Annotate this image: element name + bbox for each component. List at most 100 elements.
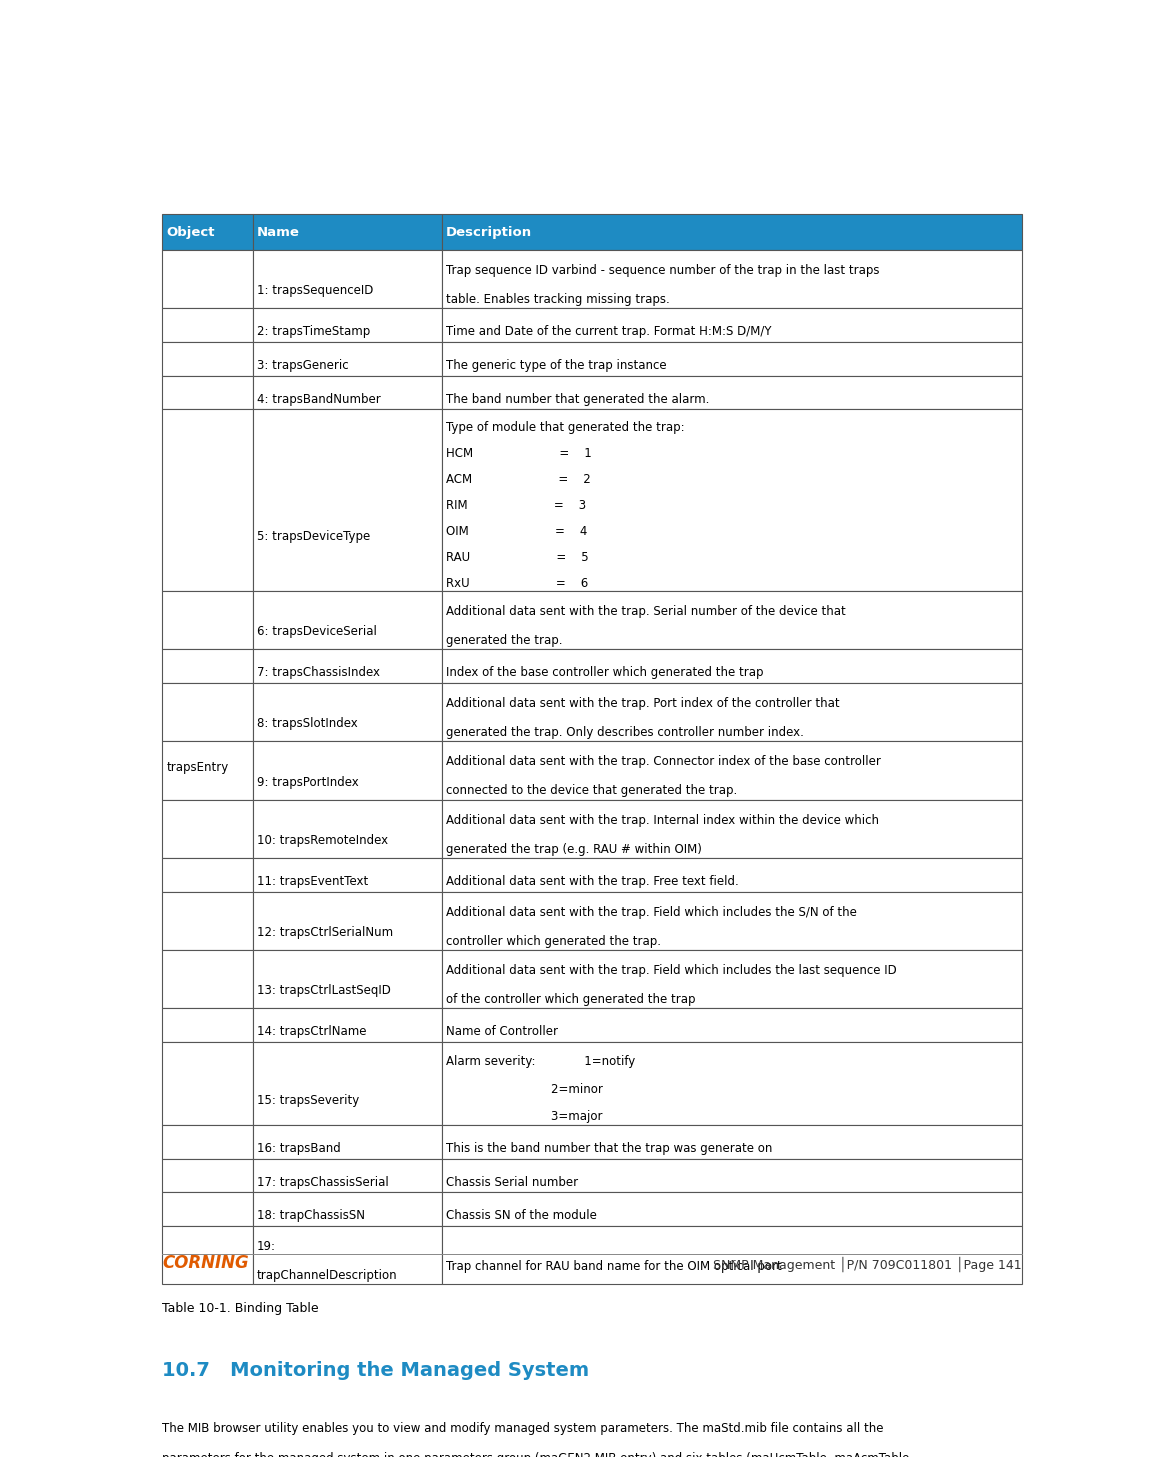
FancyBboxPatch shape [253, 251, 441, 309]
FancyBboxPatch shape [162, 251, 253, 309]
Text: Name: Name [256, 226, 300, 239]
FancyBboxPatch shape [441, 892, 1021, 950]
FancyBboxPatch shape [162, 214, 253, 251]
Text: Additional data sent with the trap. Internal index within the device which: Additional data sent with the trap. Inte… [446, 813, 879, 826]
FancyBboxPatch shape [162, 592, 253, 650]
Text: Additional data sent with the trap. Port index of the controller that: Additional data sent with the trap. Port… [446, 696, 840, 710]
FancyBboxPatch shape [162, 742, 253, 800]
Text: Time and Date of the current trap. Format H:M:S D/M/Y: Time and Date of the current trap. Forma… [446, 325, 772, 338]
FancyBboxPatch shape [162, 683, 253, 742]
Text: Index of the base controller which generated the trap: Index of the base controller which gener… [446, 666, 763, 679]
Text: HCM                       =    1: HCM = 1 [446, 447, 591, 460]
Text: 15: trapsSeverity: 15: trapsSeverity [256, 1094, 359, 1107]
FancyBboxPatch shape [253, 650, 441, 683]
Text: 9: trapsPortIndex: 9: trapsPortIndex [256, 775, 359, 788]
Text: Chassis Serial number: Chassis Serial number [446, 1176, 579, 1189]
Text: Additional data sent with the trap. Serial number of the device that: Additional data sent with the trap. Seri… [446, 605, 845, 618]
FancyBboxPatch shape [441, 1042, 1021, 1125]
Text: RAU                       =    5: RAU = 5 [446, 551, 589, 564]
Text: 10: trapsRemoteIndex: 10: trapsRemoteIndex [256, 833, 388, 847]
FancyBboxPatch shape [162, 800, 253, 858]
FancyBboxPatch shape [162, 1008, 253, 1042]
Text: 19:: 19: [256, 1240, 276, 1253]
FancyBboxPatch shape [441, 309, 1021, 342]
Text: Alarm severity:             1=notify: Alarm severity: 1=notify [446, 1055, 635, 1068]
FancyBboxPatch shape [253, 683, 441, 742]
FancyBboxPatch shape [162, 1125, 253, 1158]
Text: Type of module that generated the trap:: Type of module that generated the trap: [446, 421, 685, 434]
Text: CORNING: CORNING [162, 1254, 249, 1272]
FancyBboxPatch shape [253, 1008, 441, 1042]
Text: 2=minor: 2=minor [446, 1083, 603, 1096]
FancyBboxPatch shape [441, 1125, 1021, 1158]
FancyBboxPatch shape [441, 251, 1021, 309]
Text: trapChannelDescription: trapChannelDescription [256, 1269, 397, 1282]
Text: 2: trapsTimeStamp: 2: trapsTimeStamp [256, 325, 371, 338]
FancyBboxPatch shape [253, 409, 441, 592]
Text: RIM                       =    3: RIM = 3 [446, 498, 586, 511]
Text: parameters for the managed system in one parameters group (maGEN2 MIB entry) and: parameters for the managed system in one… [162, 1451, 914, 1457]
Text: 3: trapsGeneric: 3: trapsGeneric [256, 358, 349, 372]
FancyBboxPatch shape [253, 592, 441, 650]
Text: controller which generated the trap.: controller which generated the trap. [446, 935, 661, 949]
FancyBboxPatch shape [162, 309, 253, 342]
FancyBboxPatch shape [441, 800, 1021, 858]
Text: 6: trapsDeviceSerial: 6: trapsDeviceSerial [256, 625, 377, 638]
FancyBboxPatch shape [441, 1192, 1021, 1225]
Text: connected to the device that generated the trap.: connected to the device that generated t… [446, 784, 737, 797]
Text: table. Enables tracking missing traps.: table. Enables tracking missing traps. [446, 293, 670, 306]
Text: Trap channel for RAU band name for the OIM optical port: Trap channel for RAU band name for the O… [446, 1260, 782, 1273]
Text: SNMP Management │P/N 709C011801 │Page 141: SNMP Management │P/N 709C011801 │Page 14… [713, 1256, 1021, 1272]
Text: Additional data sent with the trap. Field which includes the S/N of the: Additional data sent with the trap. Fiel… [446, 906, 857, 919]
FancyBboxPatch shape [253, 309, 441, 342]
FancyBboxPatch shape [253, 1225, 441, 1285]
Text: Additional data sent with the trap. Field which includes the last sequence ID: Additional data sent with the trap. Fiel… [446, 965, 896, 978]
FancyBboxPatch shape [162, 892, 253, 950]
Text: Name of Controller: Name of Controller [446, 1026, 558, 1039]
FancyBboxPatch shape [441, 858, 1021, 892]
FancyBboxPatch shape [162, 342, 253, 376]
Text: 13: trapsCtrlLastSeqID: 13: trapsCtrlLastSeqID [256, 985, 390, 998]
Text: 5: trapsDeviceType: 5: trapsDeviceType [256, 530, 371, 543]
Text: 16: trapsBand: 16: trapsBand [256, 1142, 341, 1155]
FancyBboxPatch shape [441, 592, 1021, 650]
FancyBboxPatch shape [253, 892, 441, 950]
Text: trapsEntry: trapsEntry [166, 761, 229, 774]
FancyBboxPatch shape [441, 742, 1021, 800]
Text: Object: Object [166, 226, 215, 239]
Text: 12: trapsCtrlSerialNum: 12: trapsCtrlSerialNum [256, 927, 393, 940]
Text: generated the trap.: generated the trap. [446, 634, 562, 647]
Text: Chassis SN of the module: Chassis SN of the module [446, 1209, 597, 1222]
FancyBboxPatch shape [253, 1158, 441, 1192]
Text: of the controller which generated the trap: of the controller which generated the tr… [446, 994, 695, 1007]
FancyBboxPatch shape [162, 376, 253, 409]
FancyBboxPatch shape [162, 409, 253, 592]
FancyBboxPatch shape [441, 214, 1021, 251]
FancyBboxPatch shape [441, 683, 1021, 742]
Text: Additional data sent with the trap. Free text field.: Additional data sent with the trap. Free… [446, 876, 739, 889]
FancyBboxPatch shape [162, 1158, 253, 1192]
Text: This is the band number that the trap was generate on: This is the band number that the trap wa… [446, 1142, 773, 1155]
FancyBboxPatch shape [162, 858, 253, 892]
Text: OIM                       =    4: OIM = 4 [446, 525, 588, 538]
Text: 11: trapsEventText: 11: trapsEventText [256, 876, 368, 889]
FancyBboxPatch shape [441, 409, 1021, 592]
Text: 18: trapChassisSN: 18: trapChassisSN [256, 1209, 365, 1222]
FancyBboxPatch shape [441, 650, 1021, 683]
FancyBboxPatch shape [441, 1225, 1021, 1285]
Text: 1: trapsSequenceID: 1: trapsSequenceID [256, 284, 373, 297]
FancyBboxPatch shape [162, 1192, 253, 1225]
Text: 8: trapsSlotIndex: 8: trapsSlotIndex [256, 717, 358, 730]
Text: 17: trapsChassisSerial: 17: trapsChassisSerial [256, 1176, 389, 1189]
Text: 7: trapsChassisIndex: 7: trapsChassisIndex [256, 666, 380, 679]
FancyBboxPatch shape [253, 800, 441, 858]
Text: generated the trap (e.g. RAU # within OIM): generated the trap (e.g. RAU # within OI… [446, 842, 702, 855]
FancyBboxPatch shape [162, 1225, 253, 1285]
FancyBboxPatch shape [253, 1125, 441, 1158]
Text: generated the trap. Only describes controller number index.: generated the trap. Only describes contr… [446, 726, 804, 739]
Text: Trap sequence ID varbind - sequence number of the trap in the last traps: Trap sequence ID varbind - sequence numb… [446, 264, 879, 277]
FancyBboxPatch shape [441, 376, 1021, 409]
FancyBboxPatch shape [162, 1042, 253, 1125]
Text: Table 10-1. Binding Table: Table 10-1. Binding Table [162, 1303, 319, 1316]
Text: The band number that generated the alarm.: The band number that generated the alarm… [446, 393, 709, 405]
